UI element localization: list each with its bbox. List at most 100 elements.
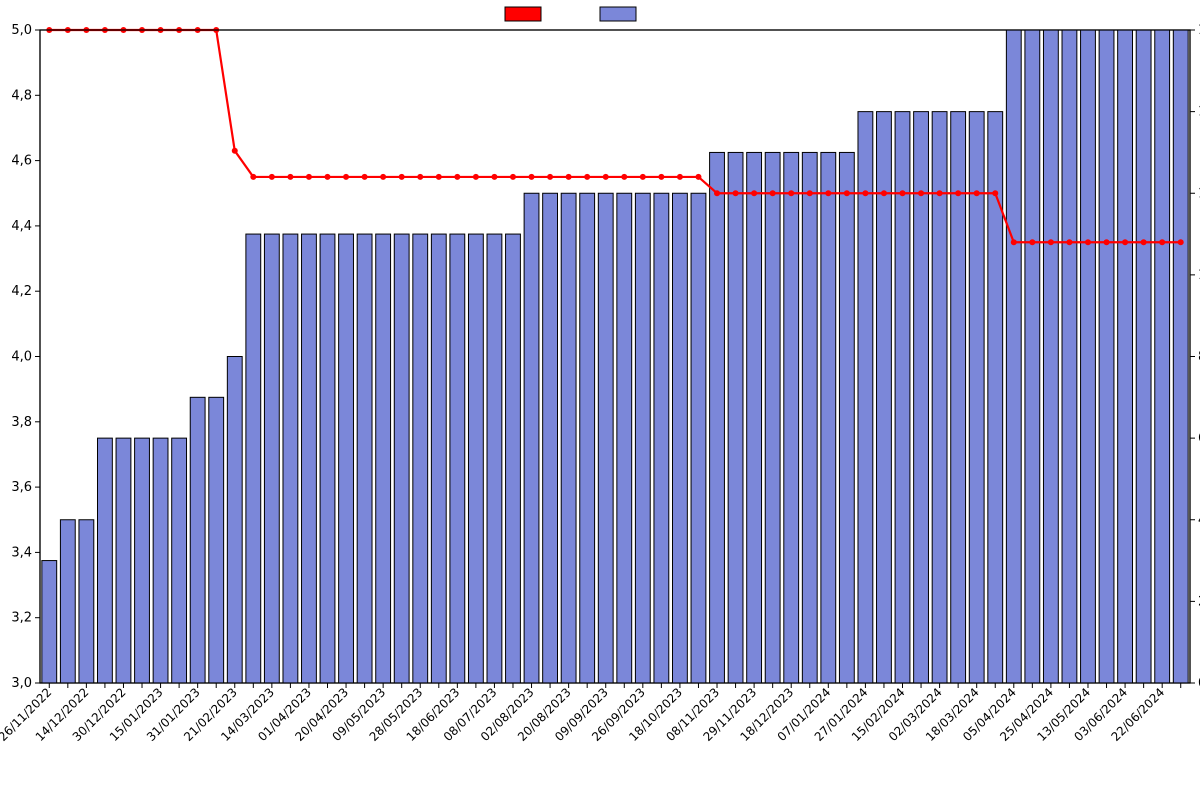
line-marker xyxy=(640,174,646,180)
line-marker xyxy=(1159,239,1165,245)
bar xyxy=(116,438,131,683)
bar xyxy=(1025,30,1040,683)
line-marker xyxy=(529,174,535,180)
line-marker xyxy=(621,174,627,180)
bar xyxy=(877,112,892,683)
line-marker xyxy=(306,174,312,180)
bar xyxy=(431,234,446,683)
bar xyxy=(320,234,335,683)
bar xyxy=(951,112,966,683)
line-marker xyxy=(1085,239,1091,245)
bar xyxy=(969,112,984,683)
y-left-label: 4,6 xyxy=(11,154,32,169)
bar xyxy=(654,193,669,683)
bar xyxy=(79,520,94,683)
line-marker xyxy=(1178,239,1184,245)
line-marker xyxy=(417,174,423,180)
bar xyxy=(932,112,947,683)
bar xyxy=(765,152,780,683)
y-left-label: 4,2 xyxy=(11,284,32,299)
bar xyxy=(413,234,428,683)
line-marker xyxy=(974,190,980,196)
bar xyxy=(543,193,558,683)
bar xyxy=(691,193,706,683)
bar xyxy=(1118,30,1133,683)
bar xyxy=(710,152,725,683)
line-marker xyxy=(269,174,275,180)
bar xyxy=(209,397,224,683)
bar xyxy=(1062,30,1077,683)
bar xyxy=(580,193,595,683)
bar xyxy=(1043,30,1058,683)
line-marker xyxy=(399,174,405,180)
y-left-label: 4,0 xyxy=(11,350,32,365)
bar xyxy=(524,193,539,683)
line-marker xyxy=(918,190,924,196)
y-left-label: 3,0 xyxy=(11,676,32,691)
bar xyxy=(821,152,836,683)
bar xyxy=(673,193,688,683)
line-marker xyxy=(900,190,906,196)
line-marker xyxy=(473,174,479,180)
bar xyxy=(747,152,762,683)
bar xyxy=(914,112,929,683)
line-marker xyxy=(584,174,590,180)
line-marker xyxy=(862,190,868,196)
line-marker xyxy=(937,190,943,196)
line-marker xyxy=(992,190,998,196)
bar xyxy=(357,234,372,683)
bar xyxy=(98,438,113,683)
combo-chart: 3,03,23,43,63,84,04,24,44,64,85,00246810… xyxy=(0,0,1200,800)
bar xyxy=(60,520,75,683)
bar xyxy=(135,438,150,683)
line-marker xyxy=(250,174,256,180)
bar xyxy=(42,561,57,683)
line-marker xyxy=(380,174,386,180)
line-marker xyxy=(825,190,831,196)
line-marker xyxy=(751,190,757,196)
bar xyxy=(506,234,521,683)
line-marker xyxy=(658,174,664,180)
bar xyxy=(617,193,632,683)
line-marker xyxy=(325,174,331,180)
bar xyxy=(264,234,279,683)
legend-swatch-bar xyxy=(600,7,636,21)
bar xyxy=(468,234,483,683)
y-left-label: 3,2 xyxy=(11,611,32,626)
line-marker xyxy=(362,174,368,180)
bar xyxy=(1155,30,1170,683)
line-marker xyxy=(566,174,572,180)
line-marker xyxy=(603,174,609,180)
line-marker xyxy=(807,190,813,196)
line-marker xyxy=(788,190,794,196)
bar xyxy=(598,193,613,683)
line-marker xyxy=(436,174,442,180)
line-marker xyxy=(1029,239,1035,245)
line-marker xyxy=(881,190,887,196)
bar xyxy=(246,234,261,683)
bar xyxy=(895,112,910,683)
line-marker xyxy=(1104,239,1110,245)
bar xyxy=(988,112,1003,683)
line-marker xyxy=(714,190,720,196)
line-marker xyxy=(955,190,961,196)
bar xyxy=(283,234,298,683)
bar xyxy=(394,234,409,683)
y-left-label: 3,8 xyxy=(11,415,32,430)
bar xyxy=(1081,30,1096,683)
line-marker xyxy=(454,174,460,180)
line-marker xyxy=(287,174,293,180)
bar xyxy=(376,234,391,683)
line-marker xyxy=(343,174,349,180)
line-marker xyxy=(1141,239,1147,245)
bar xyxy=(858,112,873,683)
line-marker xyxy=(844,190,850,196)
bar xyxy=(450,234,465,683)
bar xyxy=(561,193,576,683)
bar xyxy=(1099,30,1114,683)
bar xyxy=(839,152,854,683)
legend-swatch-line xyxy=(505,7,541,21)
line-marker xyxy=(1122,239,1128,245)
y-left-label: 5,0 xyxy=(11,23,32,38)
bar xyxy=(1173,30,1188,683)
